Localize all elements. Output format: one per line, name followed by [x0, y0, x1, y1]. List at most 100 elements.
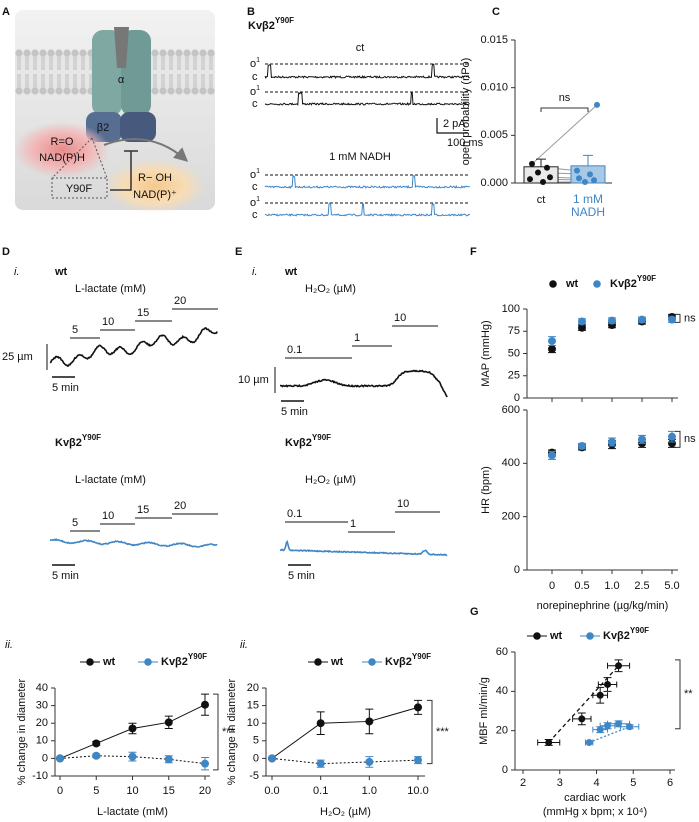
x-tick-label: 2 [520, 777, 526, 789]
data-point [596, 726, 604, 734]
data-point [365, 757, 374, 766]
y-tick-label: 0 [253, 752, 259, 764]
x-axis-label: H₂O₂ (µM) [320, 806, 371, 818]
y-tick-label: -10 [32, 770, 48, 782]
x-tick-label: 0 [549, 580, 555, 592]
channel-trace [264, 63, 470, 79]
control-label: ct [356, 42, 365, 54]
time-scale-label: 5 min [288, 570, 315, 582]
data-point [201, 759, 209, 768]
trend-line [588, 726, 630, 744]
data-point [92, 751, 101, 760]
part-label: i. [14, 266, 20, 278]
legend-label-sup: Y90F [630, 626, 649, 635]
callout-line [91, 137, 108, 179]
reaction-arrow [103, 138, 189, 162]
stimulus-label: L-lactate (mM) [75, 474, 146, 486]
y-tick-label: 10 [36, 735, 48, 747]
step-label: 10 [394, 312, 406, 324]
diameter-trace [280, 369, 448, 398]
lipid-head [55, 87, 63, 95]
lipid-head [63, 49, 71, 57]
product-label: R− OH [138, 172, 172, 184]
alpha-subunit [92, 30, 122, 116]
y-tick-label: 5 [253, 735, 259, 747]
step-label: 1 [350, 518, 356, 530]
y-tick-label: 0.000 [480, 177, 508, 189]
significance-bracket [540, 107, 589, 112]
data-point [576, 175, 582, 182]
data-point [668, 432, 676, 441]
significance-bracket [675, 659, 681, 730]
channel-trace [264, 174, 470, 189]
step-label: 5 [72, 517, 78, 529]
y-tick-label: 600 [502, 404, 520, 416]
data-point [365, 717, 374, 726]
genotype-label-sup: Y90F [82, 433, 101, 442]
open-level-sub: 1 [256, 85, 260, 92]
legend-marker [586, 632, 594, 640]
y-tick-label: 0.010 [480, 82, 508, 94]
x-axis-label-note: (mmHg x bpm; x 10⁴) [543, 806, 647, 818]
lipid-head [151, 49, 159, 57]
open-level-sub: 1 [256, 57, 260, 64]
data-point [529, 160, 535, 167]
data-point [578, 715, 586, 723]
lipid-head [39, 49, 47, 57]
lipid-head [47, 87, 55, 95]
legend-marker [86, 658, 94, 666]
closed-level-label: c [252, 209, 258, 221]
legend-marker [533, 632, 541, 640]
pair-line [531, 104, 598, 165]
y-tick-label: 75 [508, 325, 520, 337]
treatment-label: 1 mM NADH [329, 151, 391, 163]
data-point [201, 700, 209, 709]
legend-label-sup: Y90F [637, 274, 656, 283]
significance-label: ns [684, 433, 696, 445]
time-scale-label: 5 min [281, 406, 308, 418]
legend-marker [368, 658, 376, 666]
significance-label: *** [436, 726, 450, 738]
time-scale-label: 5 min [52, 570, 79, 582]
data-point [591, 177, 597, 184]
legend-label: Kvβ2Y90F [385, 652, 431, 668]
x-tick-label: 2.5 [634, 580, 649, 592]
data-point [535, 169, 541, 176]
x-tick-label: 10.0 [407, 785, 428, 797]
lipid-head [151, 87, 159, 95]
time-scale-label: 5 min [52, 382, 79, 394]
x-tick-label: 20 [199, 785, 211, 797]
current-scale-label: 2 pA [443, 118, 466, 130]
data-point [540, 179, 546, 186]
lipid-head [23, 49, 31, 57]
y-tick-label: 10 [247, 717, 259, 729]
stimulus-label: H₂O₂ (µM) [305, 474, 356, 486]
step-label: 15 [137, 307, 149, 319]
genotype-label-base: Kvβ2 [285, 437, 312, 449]
legend-label: Kvβ2Y90F [161, 652, 207, 668]
step-label: 20 [174, 295, 186, 307]
data-point [582, 179, 588, 186]
significance-label: ns [684, 312, 696, 324]
legend-label: Kvβ2Y90F [603, 626, 649, 642]
y-tick-label: 20 [247, 682, 259, 694]
significance-bracket [675, 313, 681, 323]
x-tick-label: 5 [93, 785, 99, 797]
x-axis-label: norepinephrine (µg/kg/min) [537, 600, 669, 612]
legend-marker [314, 658, 322, 666]
open-level-base: o [250, 169, 256, 181]
x-tick-label: 1.0 [362, 785, 377, 797]
lipid-head [79, 49, 87, 57]
step-label: 20 [174, 500, 186, 512]
data-point [668, 315, 676, 324]
y-tick-label: 0 [514, 392, 520, 404]
genotype-label: wt [284, 266, 298, 278]
data-point [548, 345, 556, 354]
legend-label: wt [330, 656, 344, 668]
panel-label: B [247, 6, 255, 18]
y-axis-label: % change in diameter [16, 678, 28, 785]
step-label: 5 [72, 324, 78, 336]
beta-subunit [120, 112, 156, 142]
y-axis-label: open probability (nPo) [460, 58, 472, 166]
data-point [316, 759, 325, 768]
